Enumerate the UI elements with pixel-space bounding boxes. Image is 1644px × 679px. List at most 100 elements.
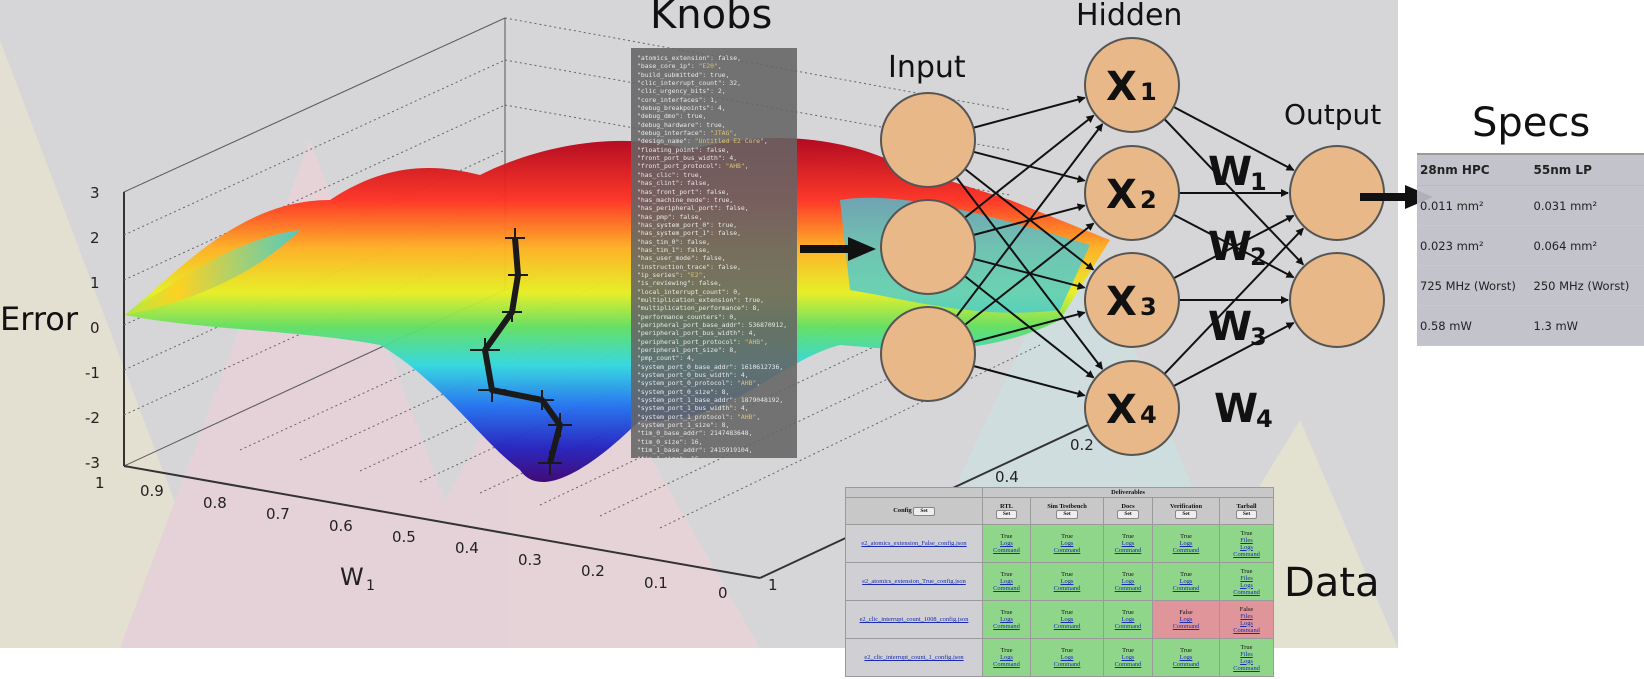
files-link[interactable]: Files — [1240, 612, 1253, 620]
knob-quote: " — [637, 387, 641, 396]
status-text: True — [1000, 647, 1013, 654]
logs-link[interactable]: Logs — [1240, 543, 1253, 551]
command-link[interactable]: Command — [1114, 623, 1142, 630]
x-axis-ticks: 1 0.9 0.8 0.7 0.6 0.5 0.4 0.3 0.2 0.1 0 — [95, 474, 728, 602]
column-set-button[interactable]: Set — [1056, 510, 1078, 519]
config-file-link[interactable]: e2_clic_interrupt_count_1008_config.json — [859, 616, 969, 623]
logs-link[interactable]: Logs — [1121, 616, 1135, 623]
files-link[interactable]: Files — [1240, 536, 1253, 544]
knob-key: tim_1_base_addr — [640, 446, 699, 455]
knob-comma: , — [721, 120, 726, 129]
knob-line: "has_front_port": false, — [637, 188, 797, 196]
logs-link[interactable]: Logs — [1240, 581, 1253, 589]
y-axis-ticks: 0.2 0.4 1 — [768, 436, 1094, 594]
z-tick: 3 — [90, 184, 100, 202]
knob-quote: " — [637, 437, 641, 446]
knob-key: system_port_0_protocol — [640, 379, 726, 388]
knob-quote: " — [637, 421, 641, 430]
knob-quote: " — [637, 455, 641, 459]
logs-link[interactable]: Logs — [1179, 578, 1193, 585]
x-tick: 0.8 — [203, 494, 227, 512]
spec-value: 0.58 mW — [1417, 305, 1531, 346]
spec-value: 0.064 mm² — [1530, 225, 1644, 266]
config-file-link[interactable]: e2_atomics_extension_False_config.json — [861, 540, 967, 547]
command-link[interactable]: Command — [1233, 626, 1260, 634]
knob-value: 0 — [729, 312, 734, 321]
knob-separator: ": — [698, 129, 711, 138]
weight-label-3: W — [1208, 304, 1252, 350]
knob-quote: " — [637, 404, 641, 413]
command-link[interactable]: Command — [1172, 661, 1200, 668]
hidden-node-1 — [1084, 37, 1180, 133]
config-set-button[interactable]: Set — [913, 506, 935, 516]
logs-link[interactable]: Logs — [1000, 540, 1013, 547]
knob-quote: " — [637, 179, 641, 188]
knob-separator: ": — [675, 179, 688, 188]
network-edge — [973, 365, 1086, 398]
logs-link[interactable]: Logs — [1179, 540, 1193, 547]
command-link[interactable]: Command — [1053, 547, 1081, 554]
command-link[interactable]: Command — [993, 623, 1020, 630]
logs-link[interactable]: Logs — [1060, 654, 1074, 661]
command-link[interactable]: Command — [993, 585, 1020, 592]
command-link[interactable]: Command — [993, 547, 1020, 554]
files-link[interactable]: Files — [1240, 650, 1253, 658]
knob-value: "AHB" — [737, 379, 757, 388]
network-edge — [955, 123, 1104, 318]
logs-link[interactable]: Logs — [1000, 616, 1013, 623]
command-link[interactable]: Command — [1233, 550, 1260, 558]
knob-separator: ": — [721, 287, 734, 296]
knob-value: false — [706, 145, 726, 154]
knob-comma: , — [737, 229, 741, 238]
knob-separator: ": — [737, 321, 749, 329]
logs-link[interactable]: Logs — [1000, 578, 1013, 585]
command-link[interactable]: Command — [1233, 588, 1260, 596]
knob-quote: " — [637, 187, 641, 196]
spec-value: 250 MHz (Worst) — [1530, 265, 1644, 306]
command-link[interactable]: Command — [1053, 623, 1081, 630]
config-file-link[interactable]: e2_clic_interrupt_count_1_config.json — [864, 654, 964, 661]
network-connections — [955, 95, 1304, 398]
knob-comma: , — [733, 346, 738, 355]
command-link[interactable]: Command — [1053, 661, 1081, 668]
command-link[interactable]: Command — [1114, 547, 1142, 554]
logs-link[interactable]: Logs — [1060, 616, 1074, 623]
logs-link[interactable]: Logs — [1060, 578, 1074, 585]
logs-link[interactable]: Logs — [1240, 657, 1253, 665]
logs-link[interactable]: Logs — [1121, 578, 1135, 585]
knob-value: true — [687, 112, 703, 121]
logs-link[interactable]: Logs — [1179, 616, 1193, 623]
knob-quote: " — [637, 304, 641, 313]
column-set-button[interactable]: Set — [1175, 510, 1197, 519]
column-set-button[interactable]: Set — [1117, 510, 1139, 519]
knob-line: "system_port_0_protocol": "AHB", — [637, 379, 797, 387]
config-file-link[interactable]: e2_atomics_extension_True_config.json — [862, 578, 966, 585]
logs-link[interactable]: Logs — [1060, 540, 1074, 547]
svg-text:1: 1 — [1250, 168, 1267, 196]
column-set-button[interactable]: Set — [1235, 510, 1258, 519]
logs-link[interactable]: Logs — [1121, 540, 1135, 547]
knob-quote: " — [637, 287, 641, 296]
data-title: Data — [1284, 560, 1380, 606]
command-link[interactable]: Command — [1172, 585, 1200, 592]
knob-value: 4 — [740, 404, 745, 413]
command-link[interactable]: Command — [1114, 585, 1142, 592]
command-link[interactable]: Command — [1172, 623, 1200, 630]
command-link[interactable]: Command — [1172, 547, 1200, 554]
command-link[interactable]: Command — [1114, 661, 1142, 668]
logs-link[interactable]: Logs — [1179, 654, 1193, 661]
command-link[interactable]: Command — [993, 661, 1020, 668]
hidden-node-3-label: X — [1106, 279, 1137, 325]
command-link[interactable]: Command — [1233, 664, 1260, 672]
logs-link[interactable]: Logs — [1000, 654, 1013, 661]
knob-key: clic_urgency_bits — [640, 87, 707, 96]
files-link[interactable]: Files — [1240, 574, 1253, 582]
command-link[interactable]: Command — [1053, 585, 1081, 592]
knob-value: false — [679, 212, 699, 221]
knob-separator: ": — [698, 95, 711, 104]
logs-link[interactable]: Logs — [1240, 619, 1253, 627]
knob-comma: , — [725, 145, 730, 154]
column-set-button[interactable]: Set — [995, 510, 1018, 519]
logs-link[interactable]: Logs — [1121, 654, 1135, 661]
knob-quote: " — [637, 137, 641, 146]
